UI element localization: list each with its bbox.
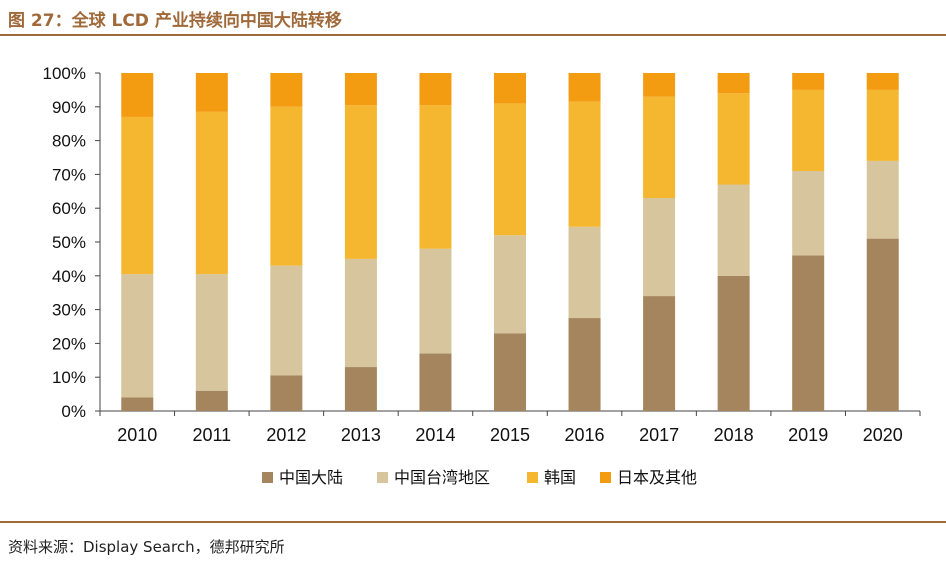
bar-segment-2014-series-0 [419, 353, 452, 411]
x-tick-label: 2018 [714, 425, 754, 445]
bar-segment-2014-series-2 [419, 105, 452, 249]
bar-segment-2010-series-1 [121, 274, 154, 398]
y-tick-label: 60% [52, 199, 86, 218]
x-tick-label: 2020 [863, 425, 903, 445]
bar-segment-2018-series-1 [717, 184, 750, 276]
bar-segment-2011-series-1 [195, 274, 228, 391]
bar-segment-2012-series-3 [270, 73, 303, 107]
stacked-bar-chart: 0% 10% 20% 30% 40% 50% 60% 70% 80% 90% 100% 2010 201… [43, 64, 921, 487]
x-tick-label: 2019 [788, 425, 828, 445]
x-tick-label: 2016 [565, 425, 605, 445]
bar-segment-2013-series-0 [344, 367, 377, 411]
bar-segment-2015-series-1 [494, 235, 526, 334]
bar-segment-2018-series-2 [717, 93, 750, 185]
bar-segment-2019-series-0 [792, 255, 825, 411]
legend-swatch [600, 472, 611, 483]
legend-label: 日本及其他 [617, 468, 697, 487]
bar-segment-2019-series-2 [792, 89, 825, 172]
bar-segment-2013-series-3 [344, 73, 377, 106]
x-tick-label: 2015 [490, 425, 530, 445]
bar-segment-2016-series-1 [568, 226, 601, 319]
x-tick-label: 2011 [192, 425, 231, 445]
bar-segment-2017-series-2 [643, 96, 676, 199]
legend-label: 中国大陆 [279, 468, 343, 487]
top-divider [0, 34, 946, 36]
bar-segment-2020-series-3 [866, 73, 899, 90]
bottom-divider [0, 521, 946, 523]
x-tick-label: 2010 [117, 425, 157, 445]
bar-segment-2020-series-2 [866, 89, 899, 161]
bar-segment-2017-series-3 [643, 73, 676, 97]
bar-segment-2014-series-1 [419, 248, 452, 354]
y-tick-label: 80% [52, 132, 86, 151]
bar-segment-2011-series-2 [195, 111, 228, 275]
x-tick-label: 2017 [639, 425, 679, 445]
bar-segment-2019-series-3 [792, 73, 825, 90]
y-tick-label: 0% [61, 402, 86, 421]
bar-segment-2017-series-0 [643, 296, 676, 411]
x-tick-label: 2014 [415, 425, 455, 445]
y-tick-label: 50% [52, 233, 86, 252]
bar-segment-2015-series-0 [494, 333, 526, 411]
bar-segment-2018-series-3 [717, 73, 750, 94]
bar-segment-2020-series-0 [866, 238, 899, 411]
bar-segment-2013-series-2 [344, 105, 377, 259]
bar-segment-2015-series-3 [494, 73, 526, 104]
x-tick-label: 2013 [341, 425, 381, 445]
bar-segment-2011-series-3 [195, 73, 228, 112]
source-note: 资料来源：Display Search，德邦研究所 [8, 538, 285, 556]
legend-swatch [262, 472, 273, 483]
y-tick-label: 100% [43, 64, 86, 83]
y-tick-label: 30% [52, 301, 86, 320]
bar-segment-2016-series-2 [568, 101, 601, 227]
y-tick-label: 70% [52, 165, 86, 184]
bar-segment-2012-series-2 [270, 106, 303, 266]
x-tick-label: 2012 [266, 425, 306, 445]
bar-segment-2016-series-0 [568, 318, 601, 411]
y-tick-label: 40% [52, 267, 86, 286]
y-tick-label: 20% [52, 334, 86, 353]
bar-segment-2019-series-1 [792, 171, 825, 256]
bar-segment-2015-series-2 [494, 103, 526, 236]
y-tick-label: 90% [52, 98, 86, 117]
bar-segment-2014-series-3 [419, 73, 452, 106]
figure-title: 图 27：全球 LCD 产业持续向中国大陆转移 [8, 11, 342, 31]
bar-segment-2016-series-3 [568, 73, 601, 102]
bar-segment-2011-series-0 [195, 390, 228, 411]
legend-swatch [377, 472, 388, 483]
bar-segment-2020-series-1 [866, 160, 899, 239]
bar-segment-2012-series-1 [270, 265, 303, 376]
bar-segment-2010-series-3 [121, 73, 154, 117]
bar-segment-2013-series-1 [344, 258, 377, 368]
legend-swatch [527, 472, 538, 483]
y-tick-label: 10% [52, 368, 86, 387]
bar-segment-2010-series-2 [121, 116, 154, 275]
legend-label: 中国台湾地区 [394, 468, 490, 487]
bar-segment-2010-series-0 [121, 397, 154, 411]
bar-segment-2018-series-0 [717, 275, 750, 411]
bar-segment-2012-series-0 [270, 375, 303, 411]
bar-segment-2017-series-1 [643, 198, 676, 297]
legend-label: 韩国 [544, 468, 576, 487]
